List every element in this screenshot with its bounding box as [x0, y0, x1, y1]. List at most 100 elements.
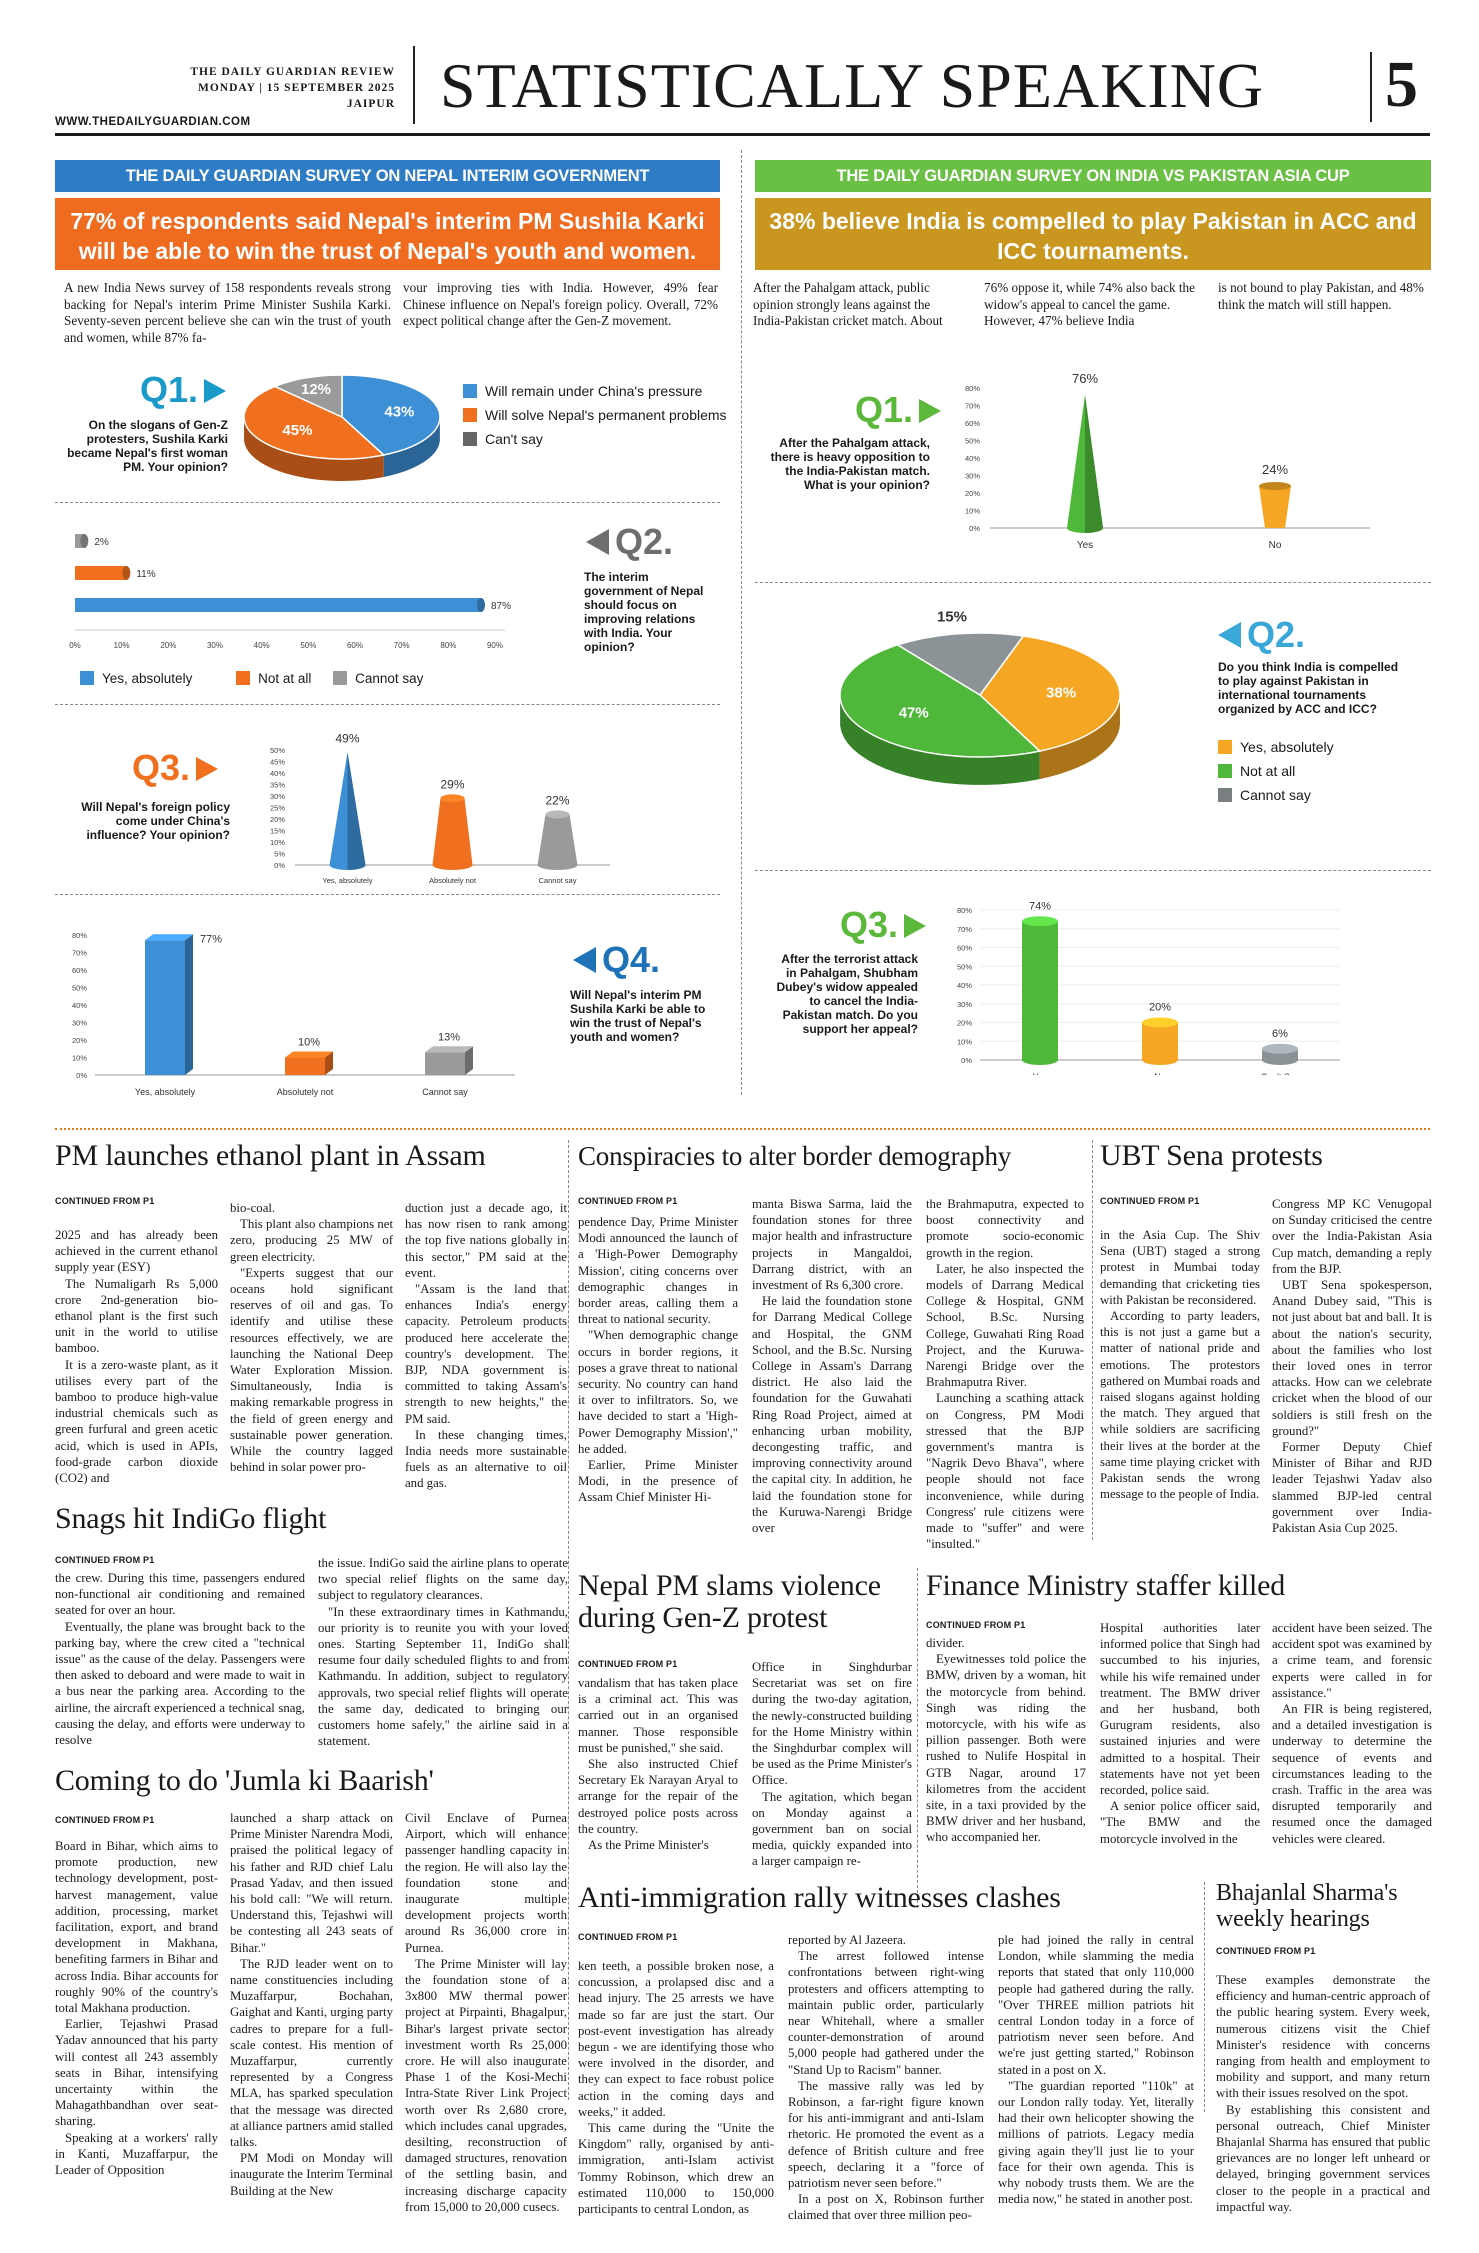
category-label: Yes	[1077, 540, 1093, 551]
bar-value-label: 49%	[335, 731, 359, 745]
category-label: Yes, absolutely	[135, 1087, 196, 1097]
paragraph: The Numaligarh Rs 5,000 crore 2nd-genera…	[55, 1276, 218, 1356]
pie-slice-side	[840, 697, 1040, 785]
tick-label: 10%	[270, 838, 285, 847]
box-top	[145, 934, 193, 941]
bar-value-label: 6%	[1272, 1028, 1288, 1040]
story-column: vandalism that has taken place is a crim…	[578, 1675, 738, 1853]
website-link[interactable]: WWW.THEDAILYGUARDIAN.COM	[55, 116, 251, 128]
cylinder-base	[1022, 1055, 1058, 1065]
paragraph: The arrest followed intense confrontatio…	[788, 1949, 984, 2077]
q-divider	[55, 502, 720, 503]
cylinder-top	[1022, 916, 1058, 927]
paragraph: These examples demonstrate the efficienc…	[1216, 1973, 1430, 2101]
paragraph: Office in Singhdurbar Secretariat was se…	[752, 1660, 912, 1788]
tick-label: 20%	[270, 815, 285, 824]
category-label: Cannot say	[422, 1087, 468, 1097]
paper-name: THE DAILY GUARDIAN REVIEW	[190, 66, 395, 78]
bar-value-label: 76%	[1072, 371, 1098, 386]
paragraph: According to party leaders, this is not …	[1100, 1309, 1260, 1502]
nepal-q2-number-block: Q2.	[583, 522, 673, 562]
nepal-intro-col1: A new India News survey of 158 responden…	[64, 280, 391, 345]
pie-slice-label: 12%	[301, 381, 331, 398]
category-label: Absolutely not	[277, 1087, 334, 1097]
paragraph: An FIR is being registered, and a detail…	[1272, 1702, 1432, 1846]
bar-value-label: 20%	[1149, 1002, 1171, 1014]
paragraph: the crew. During this time, passengers e…	[55, 1571, 305, 1618]
tick-label: 40%	[957, 981, 972, 990]
pie-slice	[243, 385, 386, 460]
story-anti-immigration: Anti-immigration rally witnesses clashes	[578, 1882, 1061, 1914]
cylinder-base	[1142, 1055, 1178, 1065]
paragraph: ple had joined the rally in central Lond…	[998, 1933, 1194, 2077]
q-divider	[55, 894, 720, 895]
story-column: ple had joined the rally in central Lond…	[998, 1932, 1194, 2207]
play-arrow-icon	[204, 379, 227, 403]
paragraph: He laid the foundation stone for Darrang…	[752, 1294, 912, 1536]
nepal-q1-number: Q1.	[140, 369, 199, 410]
box-top	[425, 1046, 473, 1053]
tick-label: 30%	[965, 472, 980, 481]
cylinder-bar	[1262, 1048, 1298, 1060]
paragraph: Earlier, Prime Minister Modi, in the pre…	[578, 1458, 738, 1505]
paragraph: It is a zero-waste plant, as it utilises…	[55, 1357, 218, 1486]
paragraph: Speaking at a workers' rally in Kanti, M…	[55, 2130, 218, 2178]
frustum-top	[440, 794, 465, 803]
q-divider	[755, 870, 1431, 871]
box-bar	[425, 1052, 465, 1075]
paragraph: UBT Sena spokesperson, Anand Dubey said,…	[1272, 1278, 1432, 1438]
tick-label: 80%	[957, 906, 972, 915]
story-column: duction just a decade ago, it has now ri…	[405, 1200, 567, 1492]
india-intro-col1: After the Pahalgam attack, public opinio…	[753, 280, 943, 329]
pie-slice-side	[244, 418, 384, 481]
bar-cap	[477, 598, 485, 612]
paragraph: Congress MP KC Venugopal on Sunday criti…	[1272, 1197, 1432, 1276]
story-headline: Nepal PM slams violence during Gen-Z pro…	[578, 1569, 881, 1634]
story-nepal-pm: Nepal PM slams violence during Gen-Z pro…	[578, 1570, 908, 1634]
story-column: bio-coal. This plant also champions net z…	[230, 1200, 393, 1475]
tick-label: 50%	[72, 984, 87, 993]
tick-label: 30%	[270, 792, 285, 801]
frustum-bar	[537, 814, 578, 870]
tick-label: 70%	[394, 641, 410, 650]
play-arrow-icon	[196, 757, 219, 781]
legend-item: Cannot say	[333, 671, 423, 686]
frustum-top	[545, 810, 570, 819]
story-ubt: UBT Sena protests	[1100, 1140, 1323, 1172]
tick-label: 10%	[965, 507, 980, 516]
paragraph: "The guardian reported "110k" at our Lon…	[998, 2078, 1194, 2207]
nepal-headline: 77% of respondents said Nepal's interim …	[55, 198, 720, 270]
nepal-q2-question: The interim government of Nepal should f…	[584, 570, 704, 654]
bar	[75, 598, 481, 612]
paragraph: Civil Enclave of Purnea Airport, which w…	[405, 1811, 567, 1955]
paragraph: The Prime Minister will lay the foundati…	[405, 1956, 567, 2214]
bar-value-label: 11%	[136, 569, 155, 580]
tick-label: 80%	[965, 384, 980, 393]
tick-label: 80%	[440, 641, 456, 650]
bar-value-label: 74%	[1029, 900, 1051, 912]
category-label: No	[1269, 540, 1282, 551]
tick-label: 0%	[69, 641, 81, 650]
bar-value-label: 29%	[440, 777, 464, 791]
paragraph: The RJD leader went on to name constitue…	[230, 1956, 393, 2150]
masthead-rule	[55, 133, 1430, 136]
continued-label: CONTINUED FROM P1	[1100, 1196, 1200, 1206]
pie-slice-label: 43%	[384, 404, 414, 421]
bar-value-label: 77%	[200, 933, 222, 945]
legend-item: Not at all	[236, 671, 311, 686]
tick-label: 50%	[957, 962, 972, 971]
box-side	[185, 934, 193, 1075]
tick-label: 0%	[961, 1056, 972, 1065]
tick-label: 80%	[72, 931, 87, 940]
tick-label: 60%	[965, 419, 980, 428]
paragraph: vandalism that has taken place is a crim…	[578, 1676, 738, 1755]
pie-slice-label: 38%	[1046, 685, 1076, 702]
tick-label: 30%	[72, 1019, 87, 1028]
box-side	[465, 1046, 473, 1075]
play-arrow-icon-left	[586, 529, 609, 555]
india-q2-pie-chart: 38% 47% 15%	[839, 609, 1121, 785]
paragraph: Earlier, Tejashwi Prasad Yadav announced…	[55, 2017, 218, 2129]
nepal-q1-question: On the slogans of Gen-Z protesters, Sush…	[67, 418, 228, 474]
legend-item: Cannot say	[1218, 786, 1428, 804]
category-label: No	[1154, 1072, 1166, 1075]
